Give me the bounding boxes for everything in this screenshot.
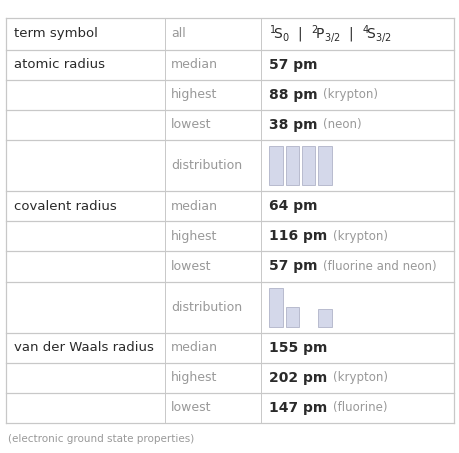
Text: (fluorine and neon): (fluorine and neon) bbox=[322, 260, 436, 273]
Text: 202 pm: 202 pm bbox=[269, 371, 327, 385]
Text: (krypton): (krypton) bbox=[332, 230, 387, 243]
Text: all: all bbox=[171, 28, 185, 40]
Text: highest: highest bbox=[171, 88, 217, 101]
Text: 116 pm: 116 pm bbox=[269, 229, 327, 243]
Text: highest: highest bbox=[171, 230, 217, 243]
Bar bbox=[285, 307, 298, 327]
Text: median: median bbox=[171, 342, 218, 354]
Text: lowest: lowest bbox=[171, 119, 211, 131]
Text: 57 pm: 57 pm bbox=[269, 260, 317, 274]
Text: 64 pm: 64 pm bbox=[269, 199, 317, 213]
Text: 88 pm: 88 pm bbox=[269, 88, 317, 102]
Text: 57 pm: 57 pm bbox=[269, 58, 317, 72]
Text: 147 pm: 147 pm bbox=[269, 401, 327, 415]
Text: atomic radius: atomic radius bbox=[14, 58, 105, 72]
Text: 38 pm: 38 pm bbox=[269, 118, 317, 132]
Text: (neon): (neon) bbox=[322, 119, 361, 131]
Text: (fluorine): (fluorine) bbox=[332, 401, 386, 414]
Text: median: median bbox=[171, 58, 218, 72]
Text: lowest: lowest bbox=[171, 260, 211, 273]
Text: distribution: distribution bbox=[171, 301, 241, 313]
Bar bbox=[318, 309, 331, 327]
Text: term symbol: term symbol bbox=[14, 28, 98, 40]
Text: (krypton): (krypton) bbox=[332, 371, 387, 385]
Text: highest: highest bbox=[171, 371, 217, 385]
Bar bbox=[269, 288, 282, 327]
Text: van der Waals radius: van der Waals radius bbox=[14, 342, 154, 354]
Bar bbox=[318, 146, 331, 185]
Text: (electronic ground state properties): (electronic ground state properties) bbox=[8, 434, 194, 444]
Bar bbox=[285, 146, 298, 185]
Text: covalent radius: covalent radius bbox=[14, 200, 117, 213]
Text: 155 pm: 155 pm bbox=[269, 341, 327, 355]
Bar bbox=[269, 146, 282, 185]
Bar bbox=[301, 146, 315, 185]
Text: lowest: lowest bbox=[171, 401, 211, 414]
Text: distribution: distribution bbox=[171, 159, 241, 172]
Text: median: median bbox=[171, 200, 218, 213]
Text: (krypton): (krypton) bbox=[322, 88, 377, 101]
Text: $^1\!\mathrm{S}_0$  |  $^2\!\mathrm{P}_{3/2}$  |  $^4\!\mathrm{S}_{3/2}$: $^1\!\mathrm{S}_0$ | $^2\!\mathrm{P}_{3/… bbox=[269, 23, 392, 45]
